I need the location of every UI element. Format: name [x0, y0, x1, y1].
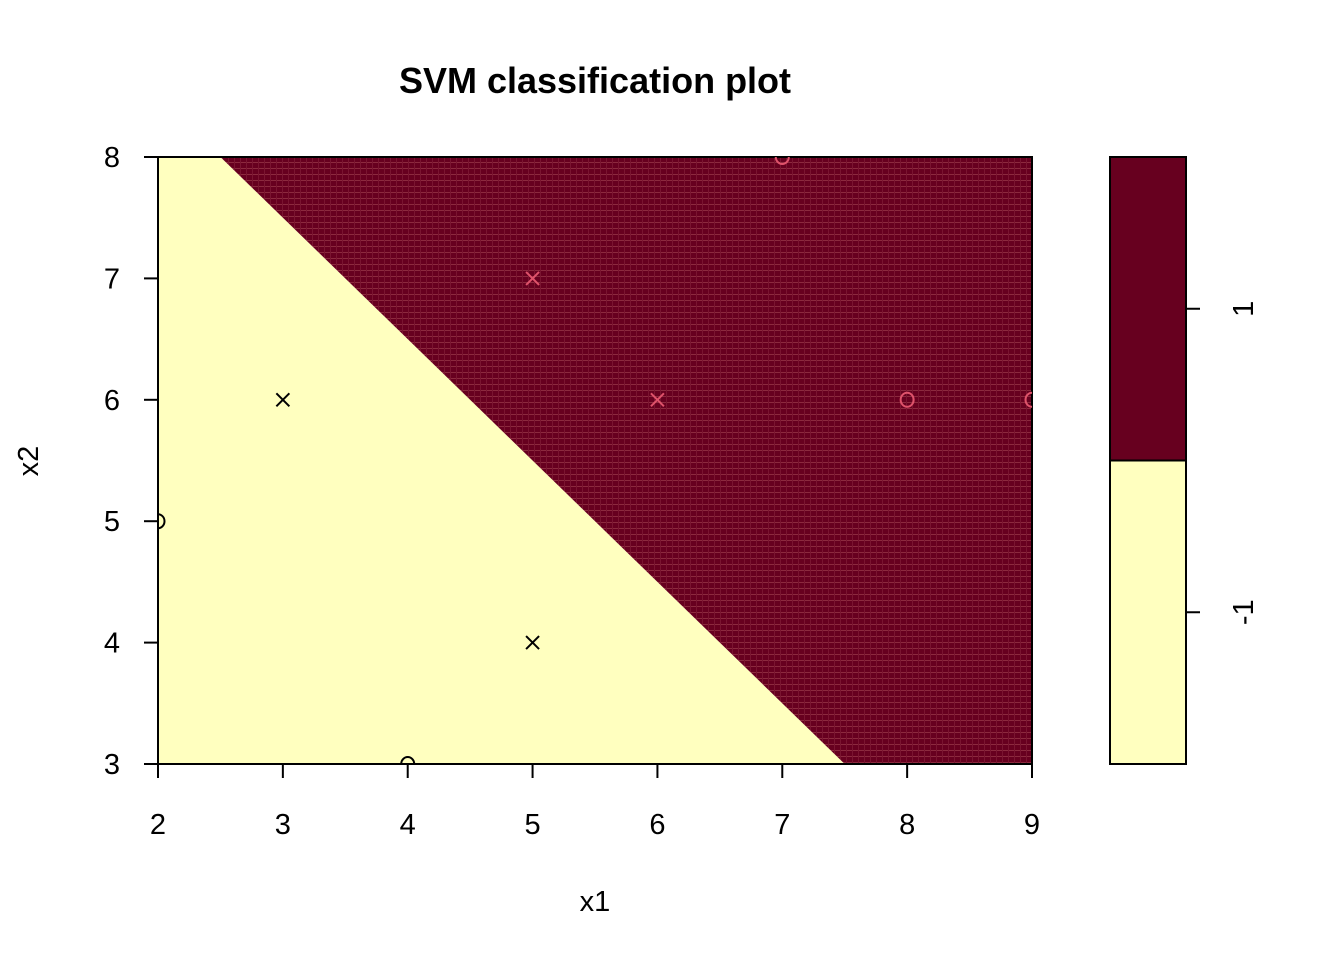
y-axis-label: x2 [13, 446, 45, 477]
region-class-neg [158, 157, 845, 764]
y-tick-label: 6 [104, 385, 120, 417]
legend-swatch [1109, 156, 1187, 462]
x-tick-label: 6 [649, 809, 665, 841]
data-point-x [650, 392, 665, 408]
x-tick-label: 8 [899, 809, 915, 841]
data-point-o [400, 756, 416, 764]
data-points [158, 157, 1032, 764]
x-axis: 2 3 4 5 6 7 8 9 [150, 763, 1040, 841]
color-key-legend: 1 -1 [1109, 156, 1260, 765]
data-point-o [899, 391, 915, 408]
y-tick-label: 4 [104, 628, 120, 660]
legend-swatch [1109, 459, 1187, 765]
x-axis-label: x1 [580, 886, 611, 918]
data-point-o [1024, 391, 1032, 408]
data-point-o [774, 157, 790, 165]
x-tick-label: 3 [275, 809, 291, 841]
x-tick-label: 4 [400, 809, 416, 841]
y-tick-label: 7 [104, 263, 120, 295]
data-point-x [525, 271, 540, 286]
y-tick-label: 3 [104, 749, 120, 781]
y-axis: 3 4 5 6 7 8 [104, 142, 159, 781]
region-class-pos [220, 157, 1032, 764]
data-point-x [525, 635, 540, 650]
legend-label: -1 [1228, 599, 1260, 625]
decision-regions [158, 157, 1032, 764]
x-tick-label: 9 [1024, 809, 1040, 841]
y-tick-label: 5 [104, 506, 120, 538]
chart-title: SVM classification plot [399, 60, 791, 101]
data-point-x [275, 392, 291, 408]
x-tick-label: 5 [525, 809, 541, 841]
x-tick-label: 7 [774, 809, 790, 841]
y-tick-label: 8 [104, 142, 120, 174]
x-tick-label: 2 [150, 809, 166, 841]
data-point-o [158, 513, 166, 530]
legend-label: 1 [1228, 301, 1260, 317]
